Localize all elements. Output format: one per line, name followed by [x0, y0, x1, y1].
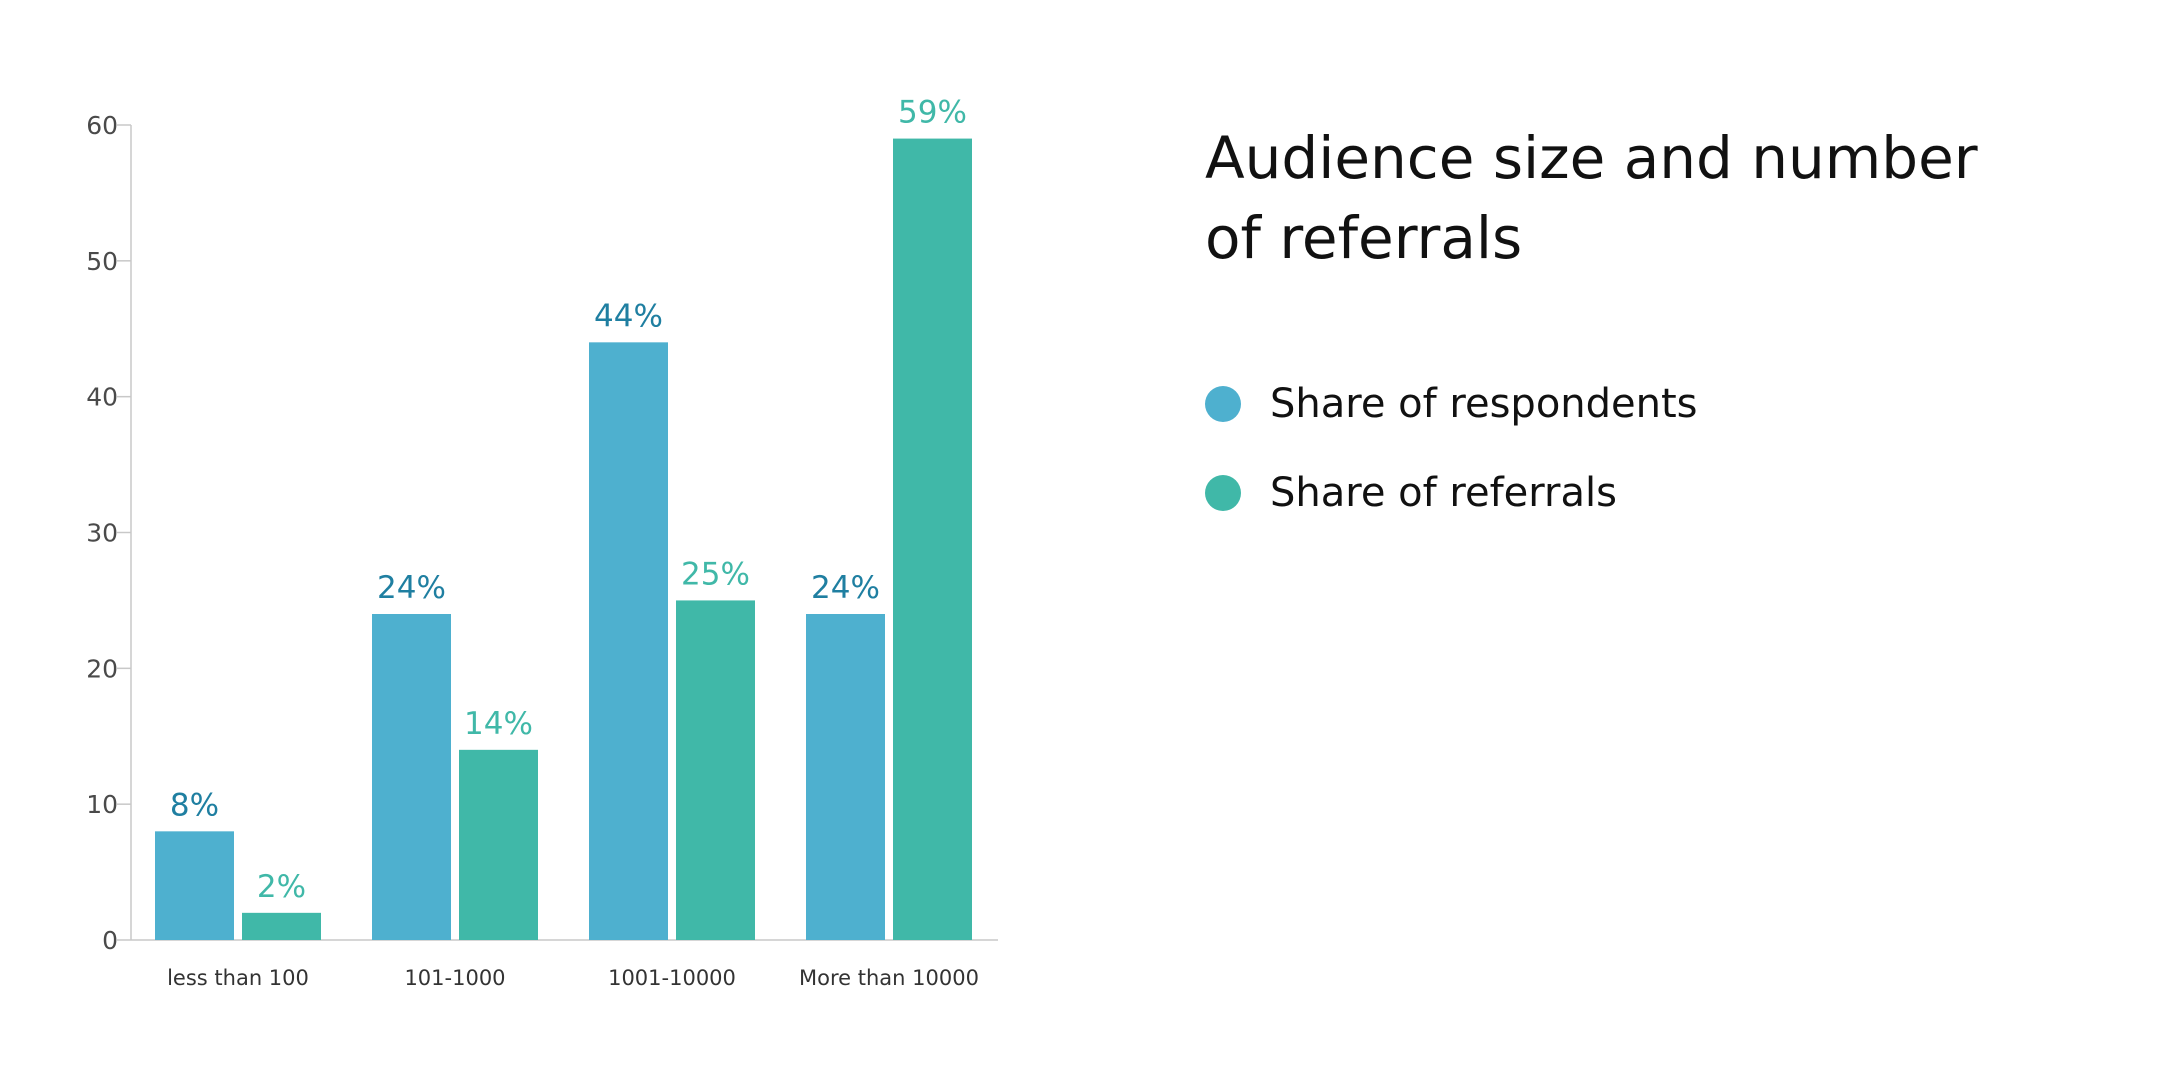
y-tick-label: 20: [86, 654, 118, 683]
bar-referrals-0: [242, 912, 321, 940]
bar-respondents-0: [155, 831, 234, 940]
legend-swatch-respondents: [1205, 386, 1241, 422]
y-tick-label: 50: [86, 247, 118, 276]
y-tick-label: 10: [86, 790, 118, 819]
legend: Share of respondents Share of referrals: [1205, 374, 1698, 552]
bar-respondents-2: [589, 342, 668, 940]
x-tick-label: 1001-10000: [608, 966, 736, 990]
bar-referrals-1: [459, 749, 538, 940]
bar-referrals-3: [893, 138, 972, 941]
y-tick-label: 60: [86, 111, 118, 140]
data-label-respondents-2: 44%: [594, 298, 663, 334]
y-tick-label: 0: [102, 926, 118, 955]
data-label-respondents-0: 8%: [170, 787, 219, 823]
data-label-referrals-3: 59%: [898, 95, 967, 131]
legend-item-referrals: Share of referrals: [1205, 463, 1698, 523]
legend-item-respondents: Share of respondents: [1205, 374, 1698, 434]
data-labels: 8% 2% 24% 14% 44% 25% 24% 59%: [170, 95, 967, 905]
x-tick-label: less than 100: [167, 966, 309, 990]
x-tick-label: More than 10000: [799, 966, 979, 990]
data-label-respondents-3: 24%: [811, 570, 880, 606]
legend-swatch-referrals: [1205, 475, 1241, 511]
data-label-respondents-1: 24%: [377, 570, 446, 606]
chart-title: Audience size and number of referrals: [1205, 124, 1978, 272]
y-tick-label: 30: [86, 519, 118, 548]
bar-referrals-2: [676, 600, 755, 940]
x-axis: less than 100 101-1000 1001-10000 More than…: [131, 939, 998, 990]
legend-label-referrals: Share of referrals: [1270, 470, 1617, 516]
legend-label-respondents: Share of respondents: [1270, 381, 1698, 427]
data-label-referrals-1: 14%: [464, 706, 533, 742]
bar-respondents-1: [372, 614, 451, 940]
bar-chart: 0 10 20 30 40 50 60 less than 100 101-1000 1001-…: [86, 95, 998, 990]
y-tick-label: 40: [86, 383, 118, 412]
y-axis: 0 10 20 30 40 50 60: [86, 111, 132, 955]
data-label-referrals-2: 25%: [681, 556, 750, 592]
x-tick-label: 101-1000: [404, 966, 505, 990]
bar-respondents-3: [806, 614, 885, 940]
data-label-referrals-0: 2%: [257, 869, 306, 905]
bars: [155, 138, 972, 941]
